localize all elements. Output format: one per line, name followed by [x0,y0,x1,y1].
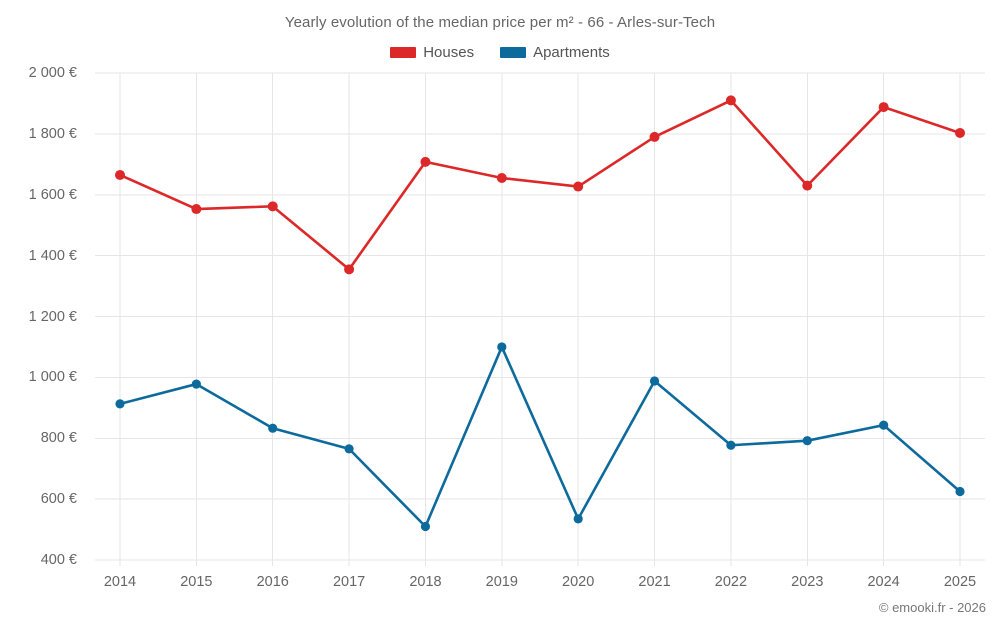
y-axis-tick-label: 600 € [40,491,77,508]
data-point[interactable] [802,436,812,446]
series-line-houses [118,99,962,271]
chart-legend: Houses Apartments [0,44,1000,61]
y-axis-tick-label: 1 000 € [28,369,77,386]
data-point[interactable] [573,181,584,192]
data-point[interactable] [420,156,431,167]
data-point[interactable] [879,420,889,430]
x-axis-tick-label: 2018 [409,574,442,590]
x-axis-tick-label: 2017 [332,574,366,590]
data-point[interactable] [191,204,202,215]
data-point[interactable] [497,342,507,352]
legend-swatch-apartments [500,47,527,58]
data-point[interactable] [878,102,889,113]
x-axis-tick-label: 2015 [180,574,213,590]
data-point[interactable] [344,264,355,275]
chart-title: Yearly evolution of the median price per… [284,14,716,31]
y-axis-tick-label: 400 € [40,552,77,568]
x-axis-tick-label: 2021 [638,574,671,590]
data-point[interactable] [420,521,431,532]
data-point[interactable] [115,169,125,180]
y-axis-tick-label: 1 600 € [28,186,77,203]
data-point[interactable] [802,180,813,191]
x-axis-tick-label: 2024 [867,574,900,590]
data-point[interactable] [496,173,507,184]
x-axis-tick-label: 2014 [103,574,137,590]
y-axis-tick-label: 1 200 € [28,308,77,325]
legend-swatch-houses [390,47,417,58]
data-point[interactable] [344,444,354,454]
data-point[interactable] [649,131,660,142]
data-point[interactable] [268,423,278,433]
legend-label-apartments: Apartments [533,44,610,61]
x-axis-tick-label: 2023 [791,574,824,590]
y-axis-tick-label: 800 € [40,430,77,447]
x-axis-tick-label: 2022 [714,574,748,590]
data-point[interactable] [726,440,736,450]
legend-label-houses: Houses [423,44,475,61]
y-axis-tick-label: 2 000 € [28,65,77,81]
series-line-apartments [118,345,962,528]
data-point[interactable] [191,379,201,389]
data-point[interactable] [267,201,278,212]
legend-item-apartments[interactable]: Apartments [500,44,610,61]
data-point[interactable] [115,399,125,409]
legend-item-houses[interactable]: Houses [390,44,474,61]
data-point[interactable] [725,95,736,106]
y-axis-tick-label: 1 400 € [28,247,77,264]
data-point[interactable] [573,514,583,524]
grid-lines [95,72,985,566]
copyright-credit: © emooki.fr - 2026 [878,600,986,615]
x-axis-tick-label: 2019 [485,574,518,590]
y-axis-tick-label: 1 800 € [28,125,77,142]
x-axis-tick-label: 2020 [562,574,595,590]
x-axis-tick-label: 2016 [256,574,289,590]
series-markers [115,95,965,532]
data-point[interactable] [955,486,965,497]
data-point[interactable] [955,127,965,138]
data-point[interactable] [649,376,660,386]
series-lines [118,99,962,528]
x-axis-tick-label: 2025 [943,574,977,590]
